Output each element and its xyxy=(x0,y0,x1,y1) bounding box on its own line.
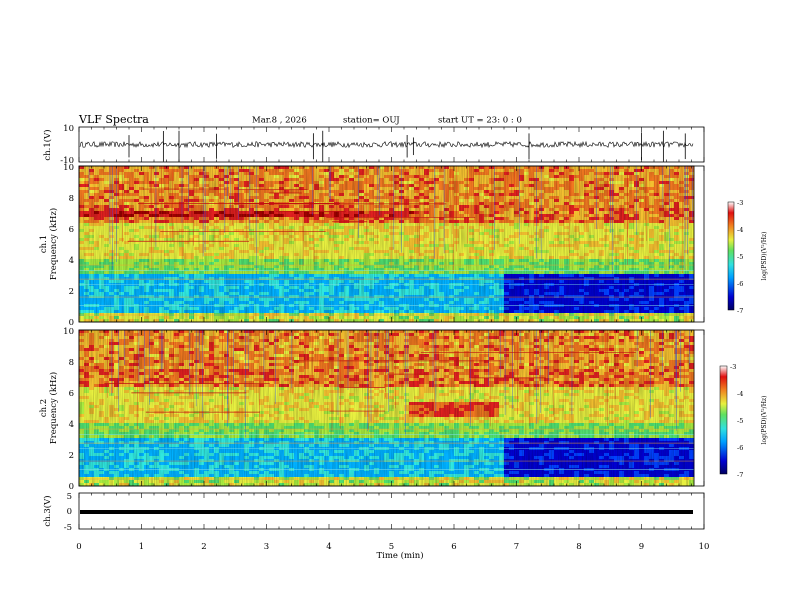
ch1-spikes xyxy=(128,130,686,162)
header-station: station= OUJ xyxy=(343,116,400,126)
ch1-spectrogram-image xyxy=(79,166,695,323)
ch1-waveform-trace xyxy=(79,140,694,149)
ch1-waveform-ticks xyxy=(78,127,705,162)
ch1-spectrogram-panel: 0 2 4 6 8 10 ch.1Frequency (kHz) xyxy=(39,163,705,328)
header-date: Mar.8 , 2026 xyxy=(252,116,307,126)
ch1-ytick-top: 10 xyxy=(63,124,74,134)
ch1-waveform-ylabel: ch.1(V) xyxy=(42,129,53,160)
header-start-time: start UT = 23: 0 : 0 xyxy=(438,116,522,126)
ch1-ytick-bottom: -10 xyxy=(60,156,74,166)
ch1-waveform-panel: 10 -10 ch.1(V) xyxy=(42,124,705,166)
figure-title: VLF Spectra xyxy=(78,113,149,126)
